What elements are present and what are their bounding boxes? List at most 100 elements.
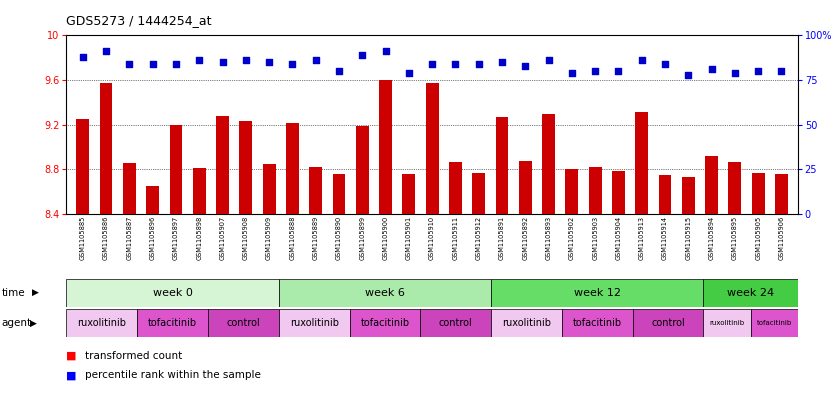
Bar bbox=[208, 309, 278, 337]
Bar bbox=[76, 119, 89, 214]
Bar bbox=[706, 156, 718, 214]
Bar bbox=[286, 123, 299, 214]
Bar bbox=[278, 279, 491, 307]
Point bbox=[449, 61, 462, 67]
Bar bbox=[612, 171, 625, 214]
Point bbox=[332, 68, 346, 74]
Bar bbox=[729, 162, 741, 214]
Point bbox=[356, 52, 369, 58]
Text: tofacitinib: tofacitinib bbox=[756, 320, 792, 326]
Text: ▶: ▶ bbox=[30, 319, 37, 327]
Text: week 6: week 6 bbox=[365, 288, 405, 298]
Text: tofacitinib: tofacitinib bbox=[361, 318, 410, 328]
Point bbox=[612, 68, 625, 74]
Bar bbox=[562, 309, 632, 337]
Point bbox=[495, 59, 509, 65]
Text: week 0: week 0 bbox=[153, 288, 193, 298]
Bar bbox=[542, 114, 555, 214]
Point bbox=[635, 57, 648, 64]
Point bbox=[774, 68, 788, 74]
Bar bbox=[239, 121, 253, 214]
Bar bbox=[659, 175, 671, 214]
Bar bbox=[632, 309, 703, 337]
Bar bbox=[425, 83, 439, 214]
Bar bbox=[100, 83, 112, 214]
Bar bbox=[402, 174, 416, 214]
Bar bbox=[356, 126, 369, 214]
Point bbox=[170, 61, 183, 67]
Text: tofacitinib: tofacitinib bbox=[148, 318, 197, 328]
Point bbox=[519, 62, 532, 69]
Text: week 12: week 12 bbox=[573, 288, 621, 298]
Bar bbox=[263, 164, 276, 214]
Bar bbox=[636, 112, 648, 214]
Point bbox=[239, 57, 253, 64]
Point bbox=[76, 54, 90, 60]
Text: control: control bbox=[439, 318, 473, 328]
Bar bbox=[332, 174, 346, 214]
Text: time: time bbox=[2, 288, 25, 298]
Point bbox=[123, 61, 136, 67]
Point bbox=[751, 68, 765, 74]
Point bbox=[472, 61, 485, 67]
Point bbox=[402, 70, 416, 76]
Point bbox=[100, 48, 113, 55]
Point bbox=[309, 57, 322, 64]
Bar bbox=[193, 168, 205, 214]
Text: ruxolitinib: ruxolitinib bbox=[290, 318, 339, 328]
Point bbox=[146, 61, 160, 67]
Bar bbox=[495, 117, 509, 214]
Bar bbox=[703, 279, 798, 307]
Bar bbox=[278, 309, 350, 337]
Text: week 24: week 24 bbox=[727, 288, 774, 298]
Text: control: control bbox=[652, 318, 685, 328]
Bar bbox=[703, 309, 750, 337]
Text: percentile rank within the sample: percentile rank within the sample bbox=[85, 370, 261, 380]
Bar bbox=[519, 160, 532, 214]
Bar bbox=[350, 309, 420, 337]
Text: ■: ■ bbox=[66, 351, 77, 361]
Text: transformed count: transformed count bbox=[85, 351, 182, 361]
Text: GDS5273 / 1444254_at: GDS5273 / 1444254_at bbox=[66, 14, 212, 27]
Bar bbox=[66, 309, 137, 337]
Bar bbox=[66, 279, 278, 307]
Point bbox=[263, 59, 276, 65]
Text: ▶: ▶ bbox=[32, 288, 38, 297]
Text: tofacitinib: tofacitinib bbox=[573, 318, 622, 328]
Text: ruxolitinib: ruxolitinib bbox=[77, 318, 126, 328]
Point bbox=[728, 70, 741, 76]
Text: ■: ■ bbox=[66, 370, 77, 380]
Text: ruxolitinib: ruxolitinib bbox=[710, 320, 745, 326]
Bar bbox=[379, 80, 392, 214]
Bar bbox=[491, 279, 703, 307]
Bar bbox=[420, 309, 491, 337]
Point bbox=[216, 59, 229, 65]
Point bbox=[379, 48, 392, 55]
Bar bbox=[170, 125, 182, 214]
Bar bbox=[682, 177, 695, 214]
Text: ruxolitinib: ruxolitinib bbox=[502, 318, 551, 328]
Text: control: control bbox=[227, 318, 260, 328]
Point bbox=[588, 68, 602, 74]
Bar bbox=[588, 167, 602, 214]
Text: agent: agent bbox=[2, 318, 32, 328]
Point bbox=[658, 61, 671, 67]
Bar bbox=[750, 309, 798, 337]
Bar bbox=[752, 173, 765, 214]
Bar bbox=[449, 162, 462, 214]
Point bbox=[286, 61, 299, 67]
Point bbox=[705, 66, 718, 72]
Bar bbox=[491, 309, 562, 337]
Point bbox=[425, 61, 439, 67]
Bar bbox=[216, 116, 229, 214]
Bar bbox=[137, 309, 208, 337]
Bar bbox=[775, 174, 788, 214]
Bar bbox=[146, 186, 159, 214]
Point bbox=[565, 70, 578, 76]
Bar bbox=[472, 173, 485, 214]
Point bbox=[681, 72, 695, 78]
Bar bbox=[123, 163, 135, 214]
Bar bbox=[309, 167, 322, 214]
Bar bbox=[565, 169, 578, 214]
Point bbox=[193, 57, 206, 64]
